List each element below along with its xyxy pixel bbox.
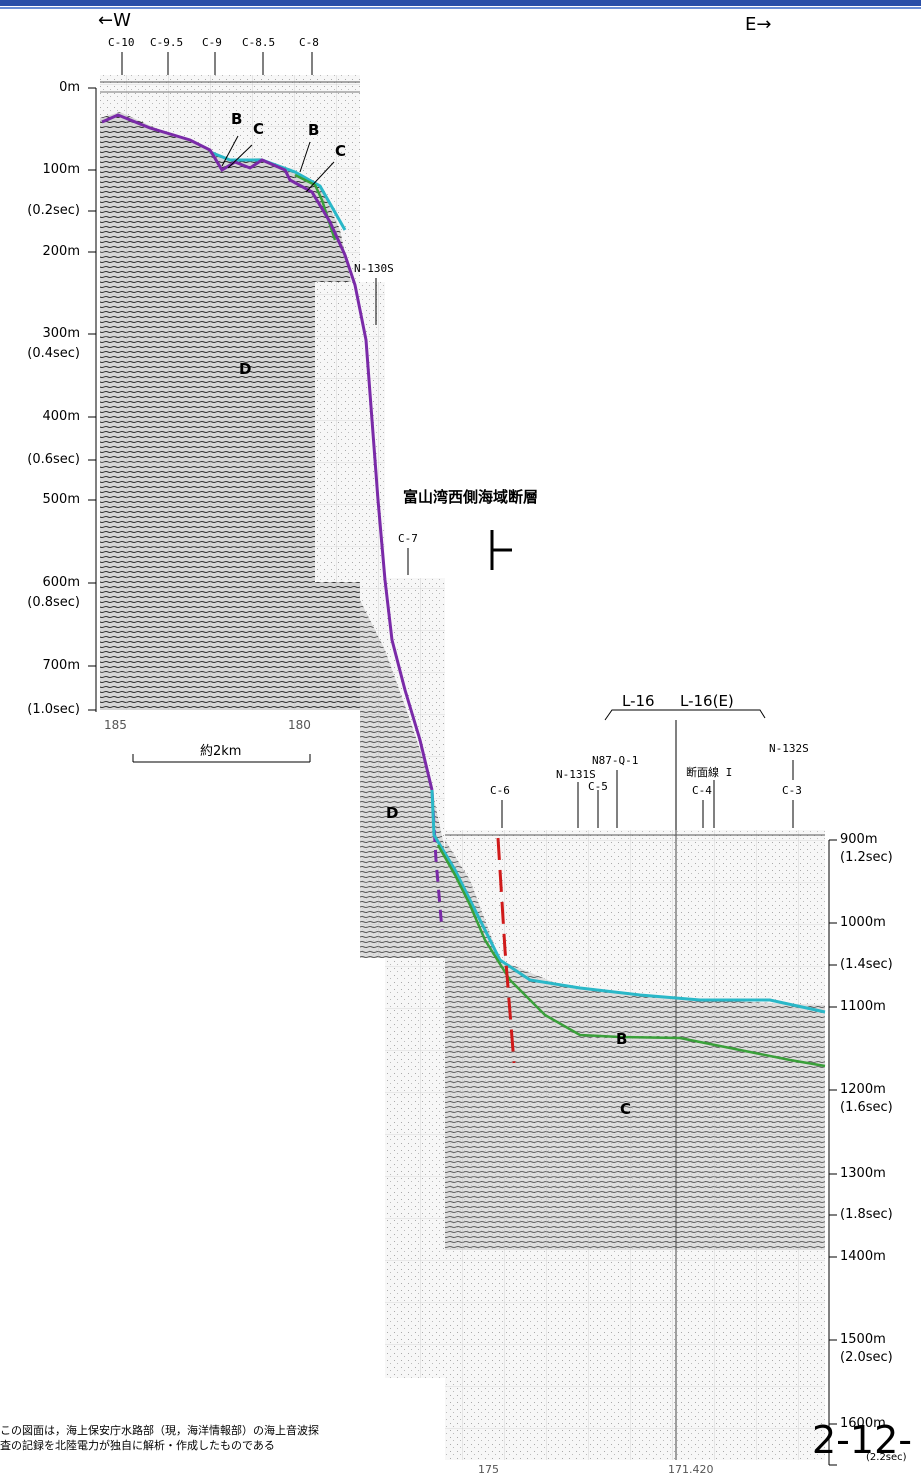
shot-label: C-8 [299, 36, 319, 49]
layer-label-b: B [308, 121, 320, 139]
depth-label-right: 1000m [840, 915, 886, 930]
layer-label-c: C [620, 1100, 632, 1118]
shot-point-ticks-top [121, 52, 794, 830]
depth-label-left: 300m [42, 326, 80, 341]
layer-label-b: B [231, 110, 243, 128]
header-bar-accent [0, 7, 921, 9]
horizon-green-lower [436, 844, 826, 1068]
layer-label-c: C [335, 142, 347, 160]
line-label-l16: L-16 [622, 692, 655, 710]
line-label-c3: C-3 [782, 784, 802, 797]
shot-label: C-9 [202, 36, 222, 49]
depth-label-right: (1.6sec) [840, 1100, 893, 1115]
layer-label-b: B [616, 1030, 628, 1048]
depth-label-left: (0.4sec) [27, 346, 80, 361]
fault-name-label: 富山湾西側海域断層 [403, 488, 539, 506]
shot-label: C-10 [108, 36, 135, 49]
header-bar [0, 0, 921, 6]
line-label-c4: C-4 [692, 784, 712, 797]
depth-label-right: 1600m [840, 1416, 886, 1431]
line-label-n131s: N-131S [556, 768, 596, 781]
depth-label-left: (1.0sec) [27, 702, 80, 717]
depth-label-right: 1500m [840, 1332, 886, 1347]
direction-west-label: ←W [98, 10, 131, 31]
page-number: 2-12- [812, 1418, 912, 1462]
line-label-n87: N87-Q-1 [592, 754, 639, 767]
bottom-axis-label: 180 [288, 718, 311, 732]
fault-line-red-dashed [496, 837, 516, 1064]
horizon-green-upper [294, 173, 337, 241]
layer-label-c: C [253, 120, 265, 138]
bottom-axis-label: 185 [104, 718, 127, 732]
horizon-cyan-lower [430, 789, 826, 1014]
record-panel-c7 [360, 578, 445, 958]
depth-label-right: 1400m [840, 1249, 886, 1264]
record-panel-middle [385, 958, 445, 1378]
scale-label: 約2km [200, 744, 242, 759]
right-depth-axis [828, 839, 837, 1466]
line-label-n130s: N-130S [354, 262, 394, 275]
depth-label-right: (1.4sec) [840, 957, 893, 972]
shot-label: C-9.5 [150, 36, 184, 49]
bottom-axis-label: 175 [478, 1463, 499, 1476]
depth-label-right: 900m [840, 832, 878, 847]
depth-label-right: (1.2sec) [840, 850, 893, 865]
depth-label-left: 600m [42, 575, 80, 590]
depth-label-right: 1200m [840, 1082, 886, 1097]
direction-east-label: E→ [745, 14, 772, 35]
label-leaders [221, 135, 335, 193]
depth-label-left: 500m [42, 492, 80, 507]
fault-symbol [490, 530, 512, 570]
depth-label-right: 1100m [840, 999, 886, 1014]
line-label-c5: C-5 [588, 780, 608, 793]
depth-label-right: (2.0sec) [840, 1350, 893, 1365]
line-label-c6: C-6 [490, 784, 510, 797]
depth-label-left: (0.2sec) [27, 203, 80, 218]
depth-label-right: 1300m [840, 1166, 886, 1181]
scale-bar [132, 754, 311, 763]
depth-label-left: (0.8sec) [27, 595, 80, 610]
depth-label-left: 100m [42, 162, 80, 177]
source-note-line2: 査の記録を北陸電力が独自に解析・作成したものである [0, 1439, 275, 1452]
depth-label-left: 200m [42, 244, 80, 259]
record-panel-east [445, 830, 825, 1460]
depth-label-left: 0m [59, 80, 80, 95]
depth-label-right: (1.8sec) [840, 1207, 893, 1222]
line-label-l16e: L-16(E) [680, 692, 734, 710]
left-depth-axis [88, 87, 97, 712]
record-panel-n130s [315, 282, 385, 582]
depth-label-right: (2.2sec) [866, 1452, 907, 1463]
horizon-purple [101, 113, 434, 791]
bottom-axis-label: 171.420 [668, 1463, 714, 1476]
layer-label-d: D [239, 360, 252, 378]
line-label-c7: C-7 [398, 532, 418, 545]
source-note-line1: この図面は，海上保安庁水路部（現，海洋情報部）の海上音波探 [0, 1424, 319, 1437]
depth-label-left: 700m [42, 658, 80, 673]
depth-label-left: (0.6sec) [27, 452, 80, 467]
line-label-danmen: 断面線 I [686, 766, 733, 779]
shot-label: C-8.5 [242, 36, 276, 49]
line-label-n132s: N-132S [769, 742, 809, 755]
layer-label-d: D [386, 804, 399, 822]
depth-label-left: 400m [42, 409, 80, 424]
